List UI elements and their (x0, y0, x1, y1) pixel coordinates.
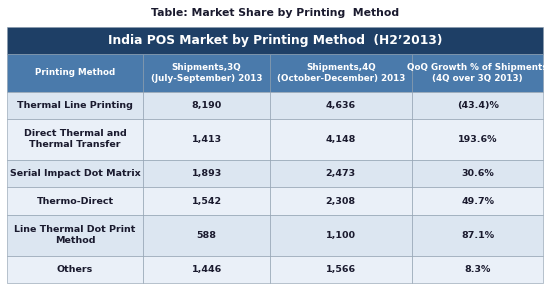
Text: 2,473: 2,473 (326, 169, 356, 178)
Text: Thermo-Direct: Thermo-Direct (36, 196, 114, 206)
Text: 1,542: 1,542 (191, 196, 222, 206)
Text: 49.7%: 49.7% (461, 196, 494, 206)
Bar (144, 119, 270, 160)
Text: Shipments,3Q
(July-September) 2013: Shipments,3Q (July-September) 2013 (151, 63, 262, 83)
Text: 8.3%: 8.3% (464, 265, 491, 274)
Text: Printing Method: Printing Method (35, 68, 115, 78)
Text: 193.6%: 193.6% (458, 135, 497, 144)
Bar (7, 119, 144, 160)
Text: India POS Market by Printing Method  (H2’2013): India POS Market by Printing Method (H2’… (108, 34, 442, 47)
Bar (270, 92, 412, 119)
Bar (7, 27, 543, 54)
Text: Thermal Line Printing: Thermal Line Printing (17, 101, 133, 110)
Text: Serial Impact Dot Matrix: Serial Impact Dot Matrix (10, 169, 140, 178)
Text: Table: Market Share by Printing  Method: Table: Market Share by Printing Method (151, 8, 399, 18)
Bar (412, 160, 543, 187)
Text: Shipments,4Q
(October-December) 2013: Shipments,4Q (October-December) 2013 (277, 63, 405, 83)
Bar (144, 187, 270, 215)
Text: 1,893: 1,893 (191, 169, 222, 178)
Text: Line Thermal Dot Print
Method: Line Thermal Dot Print Method (14, 225, 136, 245)
Text: 1,413: 1,413 (191, 135, 222, 144)
Text: Others: Others (57, 265, 93, 274)
Bar (7, 160, 144, 187)
Bar (144, 160, 270, 187)
Text: 1,100: 1,100 (326, 231, 356, 240)
Bar (412, 187, 543, 215)
Text: 588: 588 (196, 231, 217, 240)
Bar (144, 256, 270, 283)
Text: 4,636: 4,636 (326, 101, 356, 110)
Bar (412, 256, 543, 283)
Text: 87.1%: 87.1% (461, 231, 494, 240)
Text: (43.4)%: (43.4)% (456, 101, 499, 110)
Text: 1,566: 1,566 (326, 265, 356, 274)
Text: 1,446: 1,446 (191, 265, 222, 274)
Bar (7, 187, 144, 215)
Bar (270, 256, 412, 283)
Text: 30.6%: 30.6% (461, 169, 494, 178)
Text: 2,308: 2,308 (326, 196, 356, 206)
Bar (7, 215, 144, 256)
Bar (270, 119, 412, 160)
Bar (270, 54, 412, 92)
Bar (144, 215, 270, 256)
Bar (270, 187, 412, 215)
Bar (412, 54, 543, 92)
Bar (412, 215, 543, 256)
Text: QoQ Growth % of Shipments
(4Q over 3Q 2013): QoQ Growth % of Shipments (4Q over 3Q 20… (408, 63, 548, 83)
Bar (412, 92, 543, 119)
Bar (270, 160, 412, 187)
Bar (7, 54, 144, 92)
Text: 8,190: 8,190 (191, 101, 222, 110)
Text: Direct Thermal and
Thermal Transfer: Direct Thermal and Thermal Transfer (24, 129, 126, 150)
Bar (144, 92, 270, 119)
Bar (7, 256, 144, 283)
Text: 4,148: 4,148 (326, 135, 356, 144)
Bar (7, 92, 144, 119)
Bar (144, 54, 270, 92)
Bar (270, 215, 412, 256)
Bar (412, 119, 543, 160)
